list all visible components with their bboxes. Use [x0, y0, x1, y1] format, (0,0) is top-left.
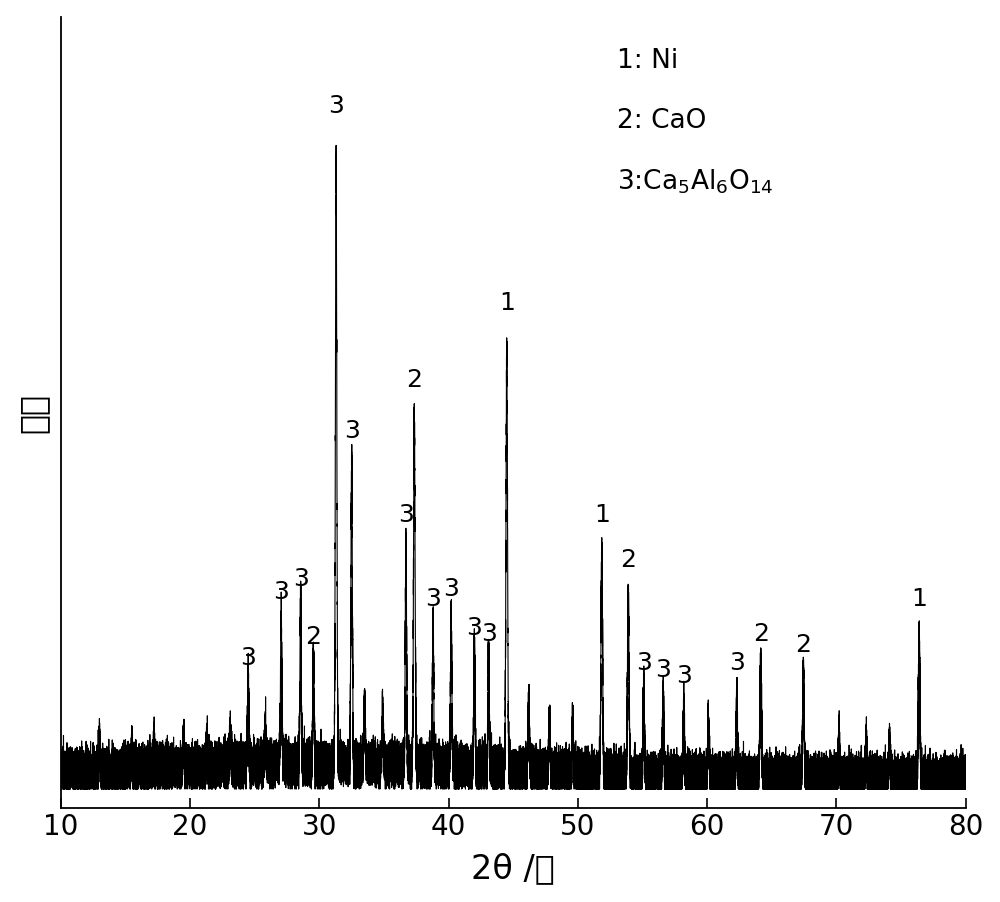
Text: 3: 3: [328, 95, 344, 118]
Text: 2: 2: [406, 368, 422, 391]
Y-axis label: 强度: 强度: [17, 392, 50, 433]
Text: 1: 1: [499, 290, 515, 315]
Text: 3: 3: [293, 567, 309, 592]
Text: 1: 1: [594, 503, 610, 527]
Text: 1: 1: [911, 587, 927, 611]
Text: 3: 3: [443, 577, 459, 601]
Text: 2: 2: [795, 633, 811, 657]
X-axis label: 2θ /度: 2θ /度: [471, 852, 555, 886]
Text: 3: 3: [240, 646, 256, 670]
Text: 2: 2: [620, 548, 636, 572]
Text: 3: 3: [398, 503, 414, 527]
Text: 2: 2: [305, 625, 321, 649]
Text: 3: 3: [655, 658, 671, 682]
Text: 3: 3: [636, 651, 652, 675]
Text: 3: 3: [344, 419, 360, 444]
Text: 2: CaO: 2: CaO: [617, 107, 707, 133]
Text: 3: 3: [676, 664, 692, 688]
Text: 3: 3: [425, 587, 441, 611]
Text: 3: 3: [273, 580, 289, 604]
Text: 1: Ni: 1: Ni: [617, 49, 679, 74]
Text: 3:Ca$_5$Al$_6$O$_{14}$: 3:Ca$_5$Al$_6$O$_{14}$: [617, 167, 774, 196]
Text: 3: 3: [729, 651, 745, 675]
Text: 2: 2: [753, 622, 769, 646]
Text: 3: 3: [466, 616, 482, 640]
Text: 3: 3: [481, 622, 497, 646]
